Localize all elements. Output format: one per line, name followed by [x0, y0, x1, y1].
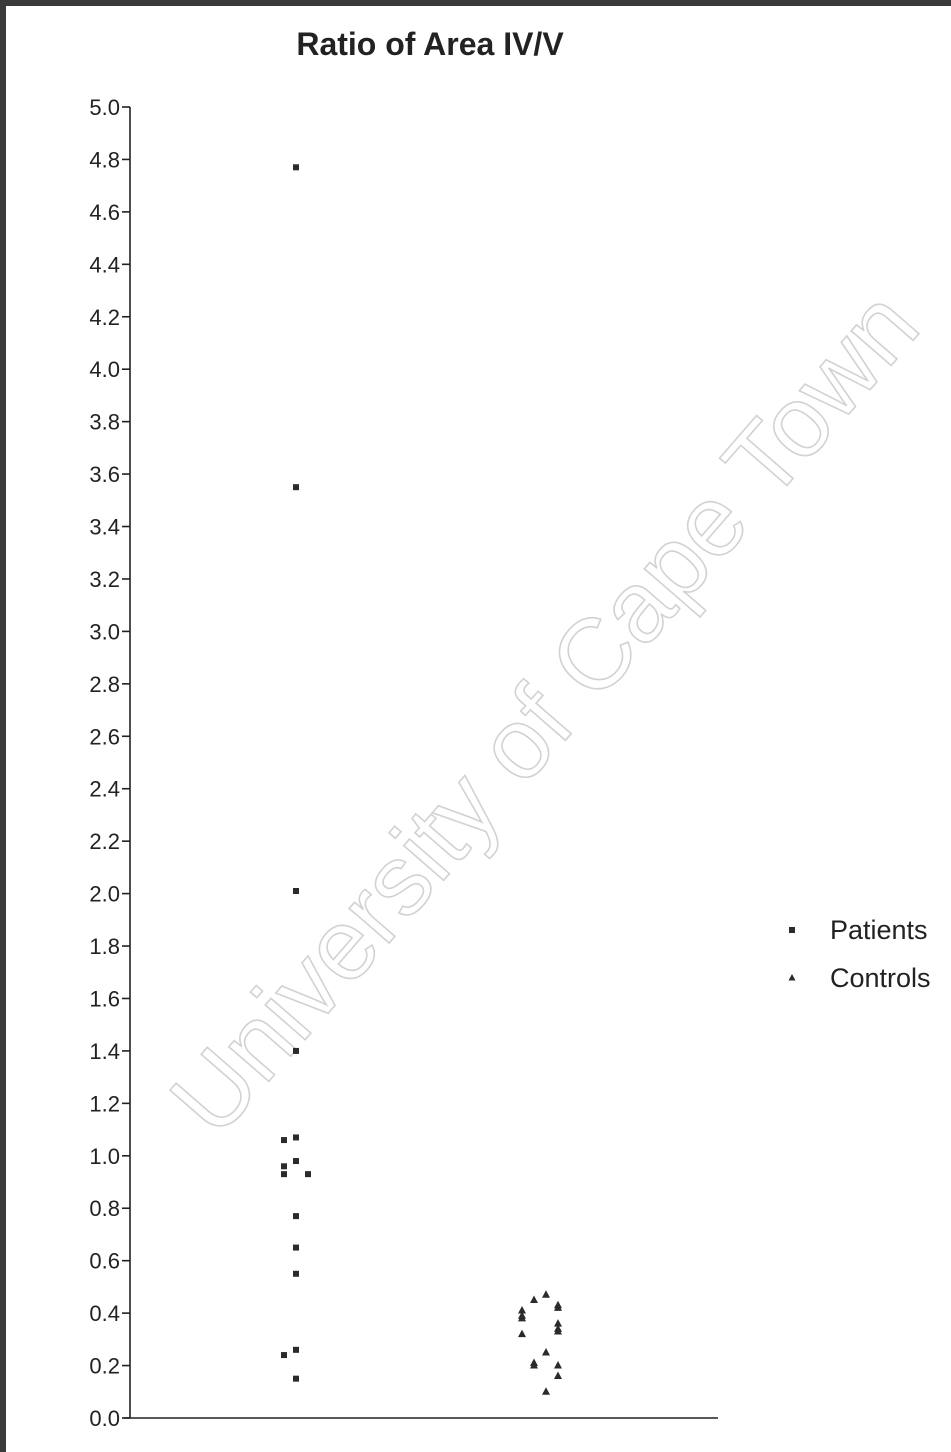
y-tick-label: 4.8 — [89, 147, 120, 172]
patient-point — [293, 1375, 299, 1382]
patient-point — [293, 1158, 299, 1165]
y-tick-label: 0.4 — [89, 1301, 120, 1326]
y-tick-label: 2.0 — [89, 882, 120, 907]
control-point — [518, 1305, 526, 1314]
patient-point — [281, 1352, 287, 1359]
patient-point — [293, 1134, 299, 1141]
y-tick-label: 3.6 — [89, 462, 120, 487]
control-point — [542, 1290, 550, 1298]
y-tick-label: 2.6 — [89, 724, 120, 749]
patient-point — [293, 1244, 299, 1251]
y-tick-label: 2.8 — [89, 672, 120, 697]
y-tick-label: 5.0 — [89, 95, 120, 120]
y-tick-label: 2.2 — [89, 829, 120, 854]
control-point — [518, 1329, 526, 1338]
legend-label: Patients — [830, 915, 928, 945]
y-tick-label: 1.4 — [89, 1039, 120, 1064]
y-tick-label: 4.4 — [89, 252, 120, 277]
control-point — [554, 1326, 562, 1335]
y-tick-label: 1.2 — [89, 1091, 120, 1116]
y-tick-label: 4.2 — [89, 305, 120, 330]
scatter-chart: University of Cape Town Ratio of Area IV… — [89, 26, 940, 1431]
y-tick-label: 2.4 — [89, 777, 120, 802]
control-point — [554, 1319, 562, 1327]
y-tick-label: 0.2 — [89, 1354, 120, 1379]
control-point — [554, 1371, 562, 1380]
control-point — [554, 1303, 562, 1311]
chart-title: Ratio of Area IV/V — [296, 26, 564, 62]
y-tick-label: 0.0 — [89, 1406, 120, 1431]
patient-point — [293, 1346, 299, 1353]
y-tick-label: 1.8 — [89, 934, 120, 959]
legend-label: Controls — [830, 963, 931, 993]
control-point — [542, 1387, 550, 1395]
patient-point — [293, 1047, 299, 1054]
y-tick-label: 1.6 — [89, 986, 120, 1011]
y-tick-label: 0.8 — [89, 1196, 120, 1221]
y-tick-label: 1.0 — [89, 1144, 120, 1169]
legend-marker-triangle — [788, 974, 796, 981]
legend-marker-square — [789, 927, 795, 933]
control-point — [542, 1347, 550, 1356]
y-tick-label: 4.0 — [89, 357, 120, 382]
y-tick-label: 3.8 — [89, 410, 120, 435]
control-point — [554, 1361, 562, 1369]
patient-point — [293, 484, 299, 491]
y-tick-label: 3.0 — [89, 619, 120, 644]
patient-point — [281, 1163, 287, 1170]
watermark-text: University of Cape Town — [149, 270, 940, 1156]
y-tick-label: 3.2 — [89, 567, 120, 592]
control-point — [530, 1361, 538, 1369]
patient-point — [281, 1171, 287, 1178]
control-point — [530, 1295, 538, 1304]
control-point — [518, 1313, 526, 1322]
patient-point — [293, 1270, 299, 1277]
y-tick-label: 3.4 — [89, 515, 120, 540]
patient-point — [293, 1213, 299, 1220]
patient-point — [281, 1137, 287, 1144]
y-tick-label: 0.6 — [89, 1249, 120, 1274]
patient-point — [293, 164, 299, 171]
patient-point — [293, 887, 299, 894]
y-tick-label: 4.6 — [89, 200, 120, 225]
patient-point — [305, 1171, 311, 1178]
